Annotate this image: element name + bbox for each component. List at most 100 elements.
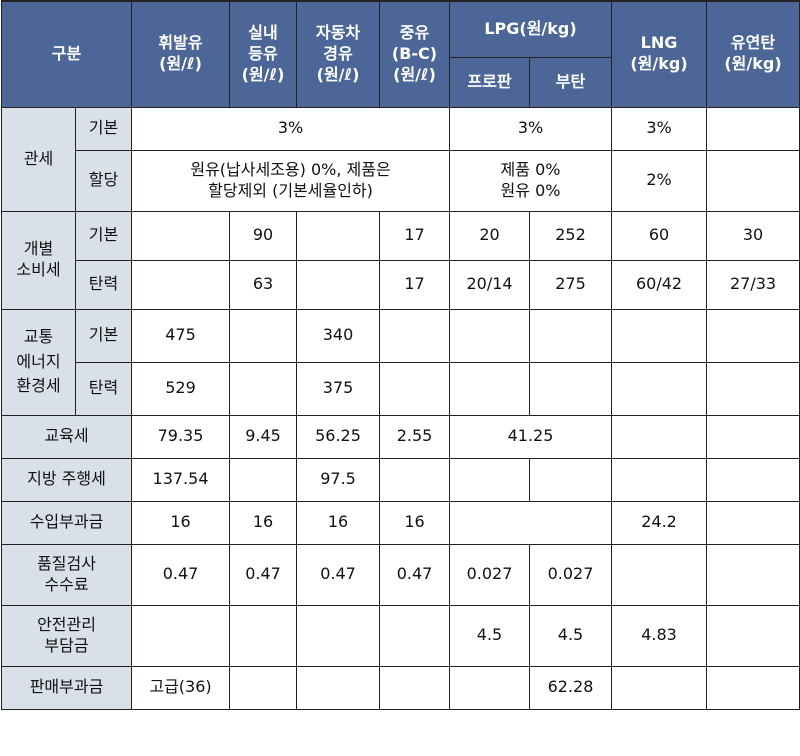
- table-cell: 0.47: [296, 543, 381, 606]
- table-cell: [131, 604, 231, 667]
- table-cell: 17: [379, 210, 451, 261]
- table-cell: 27/33: [706, 259, 800, 310]
- table-cell: 16: [379, 500, 451, 545]
- table-cell: 60/42: [611, 259, 708, 310]
- table-cell: 9.45: [229, 414, 298, 459]
- table-cell: 4.5: [449, 604, 531, 667]
- education-lpg: 41.25: [449, 414, 613, 459]
- table-cell: [706, 543, 800, 606]
- safety-levy-label: 안전관리 부담금: [0, 604, 133, 667]
- table-cell: [296, 665, 381, 710]
- local-driving-row: 지방 주행세 137.54 97.5: [0, 457, 800, 502]
- sales-levy-label: 판매부과금: [0, 665, 133, 710]
- table-cell: [379, 457, 451, 502]
- table-cell: [706, 500, 800, 545]
- table-cell: [611, 308, 708, 363]
- sales-levy-row: 판매부과금 고급(36) 62.28: [0, 665, 800, 710]
- table-cell: 63: [229, 259, 298, 310]
- table-cell: [611, 665, 708, 710]
- excise-flex-row: 탄력 63 17 20/14 275 60/42 27/33: [2, 259, 800, 310]
- excise-basic-label: 기본: [74, 210, 133, 261]
- import-levy-label: 수입부과금: [0, 500, 133, 545]
- table-cell: 340: [296, 308, 381, 363]
- table-cell: 4.83: [611, 604, 708, 667]
- safety-levy-row: 안전관리 부담금 4.5 4.5 4.83: [0, 604, 800, 667]
- education-row: 교육세 79.35 9.45 56.25 2.55 41.25: [0, 414, 800, 459]
- table-cell: [379, 361, 451, 416]
- quality-fee-row: 품질검사 수수료 0.47 0.47 0.47 0.47 0.027 0.027: [0, 543, 800, 606]
- table-cell: [611, 543, 708, 606]
- transport-label: 교통 에너지 환경세: [1, 308, 76, 416]
- table-cell: [706, 361, 800, 416]
- table-cell: 20/14: [449, 259, 531, 310]
- table-cell: [706, 457, 800, 502]
- table-cell: [529, 457, 613, 502]
- tariff-quota-bituminous: [706, 149, 800, 212]
- header-gasoline: 휘발유 (원/ℓ): [131, 0, 231, 108]
- table-cell: 0.47: [131, 543, 231, 606]
- table-cell: 30: [706, 210, 800, 261]
- table-cell: 0.027: [449, 543, 531, 606]
- table-cell: 529: [131, 361, 231, 416]
- header-kerosene: 실내 등유 (원/ℓ): [229, 0, 298, 108]
- table-cell: 16: [131, 500, 231, 545]
- header-propane: 프로판: [449, 56, 531, 108]
- transport-basic-row: 교통 에너지 환경세 기본 475 340: [1, 308, 800, 416]
- table-cell: [229, 457, 298, 502]
- table-cell: 90: [229, 210, 298, 261]
- table-cell: 97.5: [296, 457, 381, 502]
- table-cell: [296, 604, 381, 667]
- table-cell: 20: [449, 210, 531, 261]
- table-cell: 4.5: [529, 604, 613, 667]
- tariff-quota-label: 할당: [74, 149, 133, 212]
- table-cell: 475: [131, 308, 231, 363]
- table-cell: [706, 308, 800, 363]
- tariff-quota-row: 할당 원유(납사세조용) 0%, 제품은 할당제외 (기본세율인하) 제품 0%…: [2, 149, 800, 212]
- education-label: 교육세: [0, 414, 133, 459]
- import-levy-row: 수입부과금 16 16 16 16 24.2: [0, 500, 800, 545]
- header-category: 구분: [0, 0, 133, 108]
- table-cell: 375: [296, 361, 381, 416]
- import-levy-lpg: [449, 500, 613, 545]
- table-cell: [131, 259, 231, 310]
- header-lng: LNG (원/kg): [611, 0, 708, 108]
- table-cell: [229, 665, 298, 710]
- tariff-basic-row: 관세 기본 3% 3% 3%: [1, 106, 800, 212]
- table-cell: 0.47: [379, 543, 451, 606]
- tariff-quota-lng: 2%: [611, 149, 708, 212]
- excise-flex-label: 탄력: [74, 259, 133, 310]
- table-cell: [706, 665, 800, 710]
- table-cell: 275: [529, 259, 613, 310]
- transport-flex-row: 탄력 529 375: [2, 361, 800, 416]
- tariff-quota-oil: 원유(납사세조용) 0%, 제품은 할당제외 (기본세율인하): [131, 149, 451, 212]
- table-cell: [611, 361, 708, 416]
- table-cell: [229, 308, 298, 363]
- import-levy-lng: 24.2: [611, 500, 708, 545]
- tariff-basic-lng: 3%: [611, 106, 708, 151]
- sales-levy-butane: 62.28: [529, 665, 613, 710]
- table-cell: [449, 457, 531, 502]
- quality-fee-label: 품질검사 수수료: [0, 543, 133, 606]
- table-cell: [611, 414, 708, 459]
- table-cell: 252: [529, 210, 613, 261]
- table-cell: [529, 308, 613, 363]
- tariff-basic-lpg: 3%: [449, 106, 613, 151]
- table-cell: [229, 604, 298, 667]
- table-cell: [131, 210, 231, 261]
- table-cell: [229, 361, 298, 416]
- tariff-quota-lpg: 제품 0% 원유 0%: [449, 149, 613, 212]
- table-cell: 16: [229, 500, 298, 545]
- tariff-basic-oil: 3%: [131, 106, 451, 151]
- header-row-2: 프로판 부탄: [2, 56, 800, 108]
- excise-label: 개별 소비세: [1, 210, 76, 310]
- table-cell: [449, 308, 531, 363]
- header-lpg: LPG(원/kg): [449, 0, 613, 58]
- table-cell: 79.35: [131, 414, 231, 459]
- header-row-1: 구분 휘발유 (원/ℓ) 실내 등유 (원/ℓ) 자동차 경유 (원/ℓ) 중유…: [0, 0, 800, 108]
- table-cell: [379, 665, 451, 710]
- table-cell: 137.54: [131, 457, 231, 502]
- table-cell: 0.027: [529, 543, 613, 606]
- table-cell: 17: [379, 259, 451, 310]
- table-cell: 16: [296, 500, 381, 545]
- tariff-basic-bituminous: [706, 106, 800, 151]
